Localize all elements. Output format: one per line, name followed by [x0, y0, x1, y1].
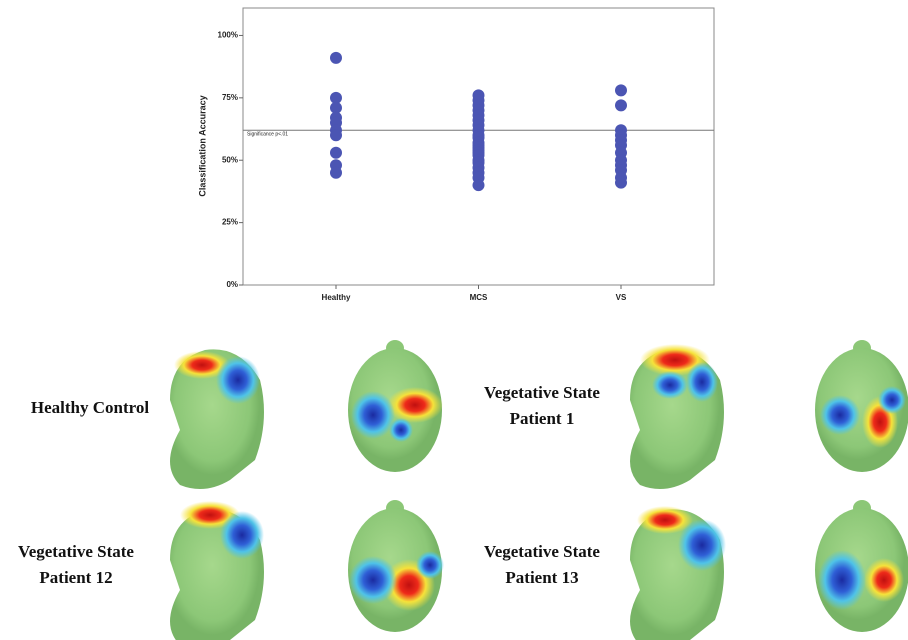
threshold-label: Significance p<.01 [247, 132, 288, 138]
panel-label: Vegetative State [484, 383, 600, 402]
panel-label: Vegetative State [484, 542, 600, 561]
data-point [330, 167, 342, 179]
x-tick-label: VS [616, 293, 627, 302]
panel-label: Patient 13 [505, 568, 578, 587]
head-image [630, 506, 726, 640]
y-axis-label: Classification Accuracy [197, 95, 207, 196]
data-point [615, 99, 627, 111]
data-point [615, 84, 627, 96]
x-tick-label: MCS [470, 293, 488, 302]
head-image [170, 349, 264, 489]
head-image [348, 500, 444, 632]
page: Healthy Control Vegetative State Patient… [0, 0, 908, 640]
panel-label: Healthy Control [31, 398, 149, 417]
y-tick-label: 75% [222, 93, 238, 102]
y-tick-label: 50% [222, 155, 238, 164]
y-tick-label: 100% [218, 31, 238, 40]
head-image [348, 340, 443, 472]
x-tick-label: Healthy [322, 293, 351, 302]
head-image [815, 500, 908, 632]
head-image [630, 344, 724, 489]
panel-label: Patient 1 [510, 409, 575, 428]
y-tick-label: 0% [226, 280, 238, 289]
data-point [615, 177, 627, 189]
data-point [330, 52, 342, 64]
head-image [170, 501, 264, 640]
figure: Healthy Control Vegetative State Patient… [0, 0, 908, 640]
panel-label: Patient 12 [39, 568, 112, 587]
y-tick-label: 25% [222, 218, 238, 227]
data-point [330, 129, 342, 141]
data-point [473, 179, 485, 191]
head-image [815, 340, 908, 472]
data-point [330, 147, 342, 159]
panel-label: Vegetative State [18, 542, 134, 561]
